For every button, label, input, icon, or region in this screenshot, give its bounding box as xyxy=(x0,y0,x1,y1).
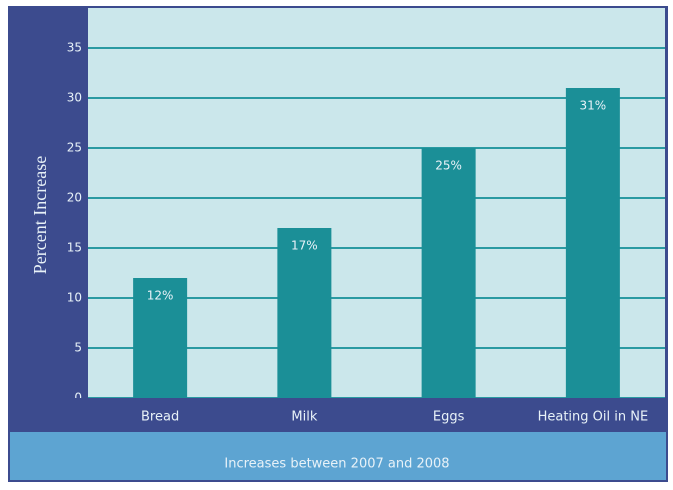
x-tick-label: Milk xyxy=(291,410,317,425)
value-label: 25% xyxy=(435,159,462,173)
y-tick-label: 25 xyxy=(67,141,82,155)
y-axis-title: Percent Increase xyxy=(30,156,50,274)
bar xyxy=(133,278,188,398)
value-label: 31% xyxy=(580,99,607,113)
x-label-band xyxy=(10,398,666,432)
y-tick-label: 5 xyxy=(74,341,82,355)
value-label: 17% xyxy=(291,239,318,253)
value-label: 12% xyxy=(147,289,174,303)
y-tick-label: 0 xyxy=(74,391,82,405)
x-title-band xyxy=(10,432,666,480)
x-axis-title: Increases between 2007 and 2008 xyxy=(224,457,449,472)
y-tick-label: 15 xyxy=(67,241,82,255)
y-tick-label: 35 xyxy=(67,41,82,55)
y-tick-label: 10 xyxy=(67,291,82,305)
bar xyxy=(565,88,620,398)
y-tick-label: 30 xyxy=(67,91,82,105)
x-tick-label: Heating Oil in NE xyxy=(538,410,649,425)
bar xyxy=(421,148,476,398)
x-tick-label: Eggs xyxy=(433,410,465,425)
bar xyxy=(277,228,332,398)
y-tick-label: 20 xyxy=(67,191,82,205)
x-tick-label: Bread xyxy=(141,410,179,425)
